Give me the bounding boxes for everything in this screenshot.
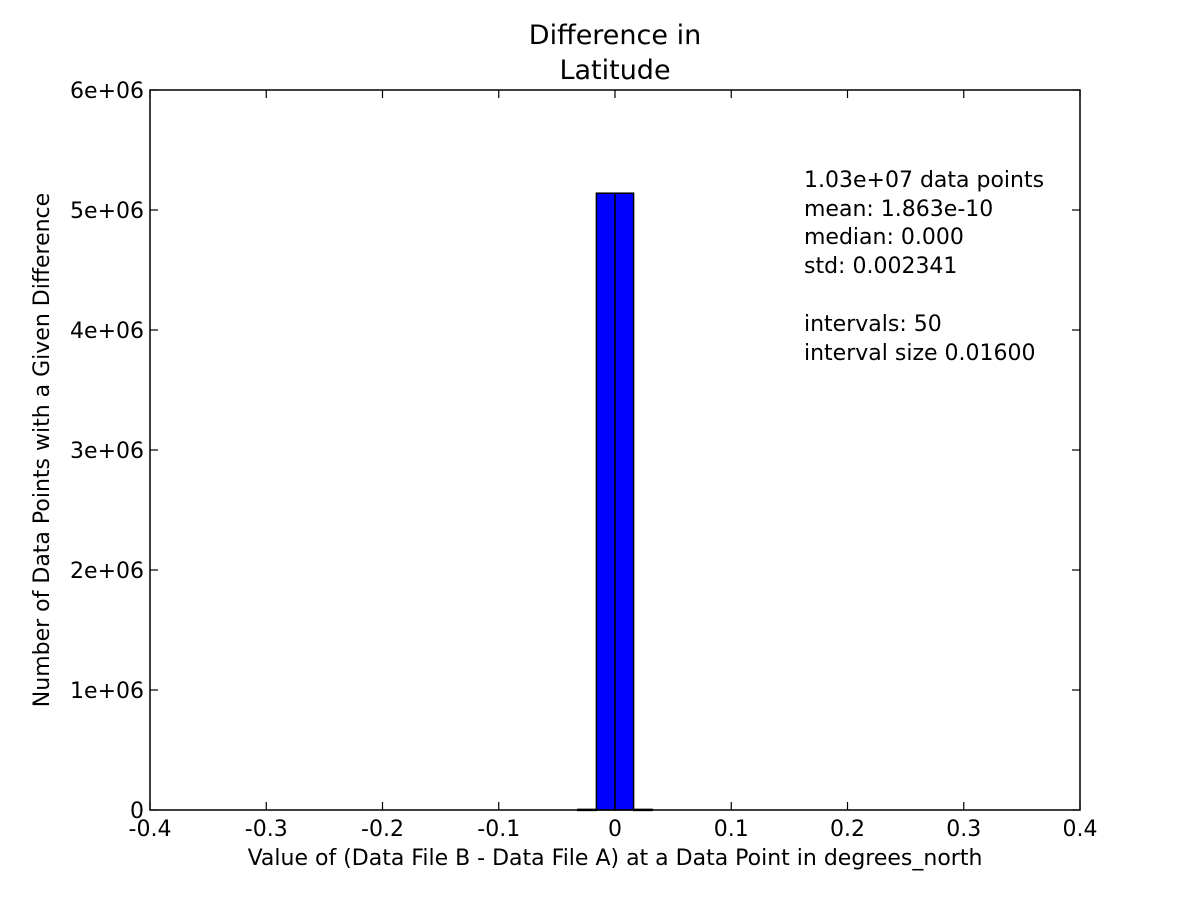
x-tick-label: -0.4: [129, 817, 172, 842]
y-tick-label: 6e+06: [70, 79, 144, 104]
y-tick-label: 1e+06: [70, 679, 144, 704]
stats-line-mean: mean: 1.863e-10: [804, 197, 993, 222]
x-tick-label: 0: [608, 817, 622, 842]
x-axis-label: Value of (Data File B - Data File A) at …: [248, 846, 983, 871]
stats-line-median: median: 0.000: [804, 225, 964, 250]
x-tick-label: -0.3: [245, 817, 288, 842]
chart-title: Difference in Latitude: [529, 20, 701, 86]
stats-line-std: std: 0.002341: [804, 254, 957, 279]
y-tick-label: 5e+06: [70, 199, 144, 224]
chart-title-line-2: Latitude: [559, 55, 670, 86]
x-axis-tick-labels: -0.4 -0.3 -0.2 -0.1 0 0.1 0.2 0.3 0.4: [129, 817, 1098, 842]
y-axis-label: Number of Data Points with a Given Diffe…: [30, 193, 55, 707]
y-tick-label: 2e+06: [70, 559, 144, 584]
y-axis-tick-labels: 0 1e+06 2e+06 3e+06 4e+06 5e+06 6e+06: [70, 79, 144, 824]
histogram-bar: [595, 192, 616, 811]
y-tick-label: 0: [130, 799, 144, 824]
x-tick-label: 0.3: [946, 817, 981, 842]
stats-line-data-points: 1.03e+07 data points: [804, 168, 1044, 193]
axis-ticks: [149, 89, 1081, 811]
y-tick-label: 3e+06: [70, 439, 144, 464]
x-tick-label: -0.2: [361, 817, 404, 842]
stats-annotation: 1.03e+07 data points mean: 1.863e-10 med…: [804, 168, 1044, 366]
stats-line-interval-size: interval size 0.01600: [804, 341, 1036, 366]
x-tick-label: 0.4: [1063, 817, 1098, 842]
chart-title-line-1: Difference in: [529, 20, 701, 51]
x-tick-label: 0.1: [714, 817, 749, 842]
y-tick-label: 4e+06: [70, 319, 144, 344]
histogram-bar: [614, 192, 635, 811]
x-tick-label: -0.1: [477, 817, 520, 842]
x-tick-label: 0.2: [830, 817, 865, 842]
stats-line-intervals: intervals: 50: [804, 312, 942, 337]
